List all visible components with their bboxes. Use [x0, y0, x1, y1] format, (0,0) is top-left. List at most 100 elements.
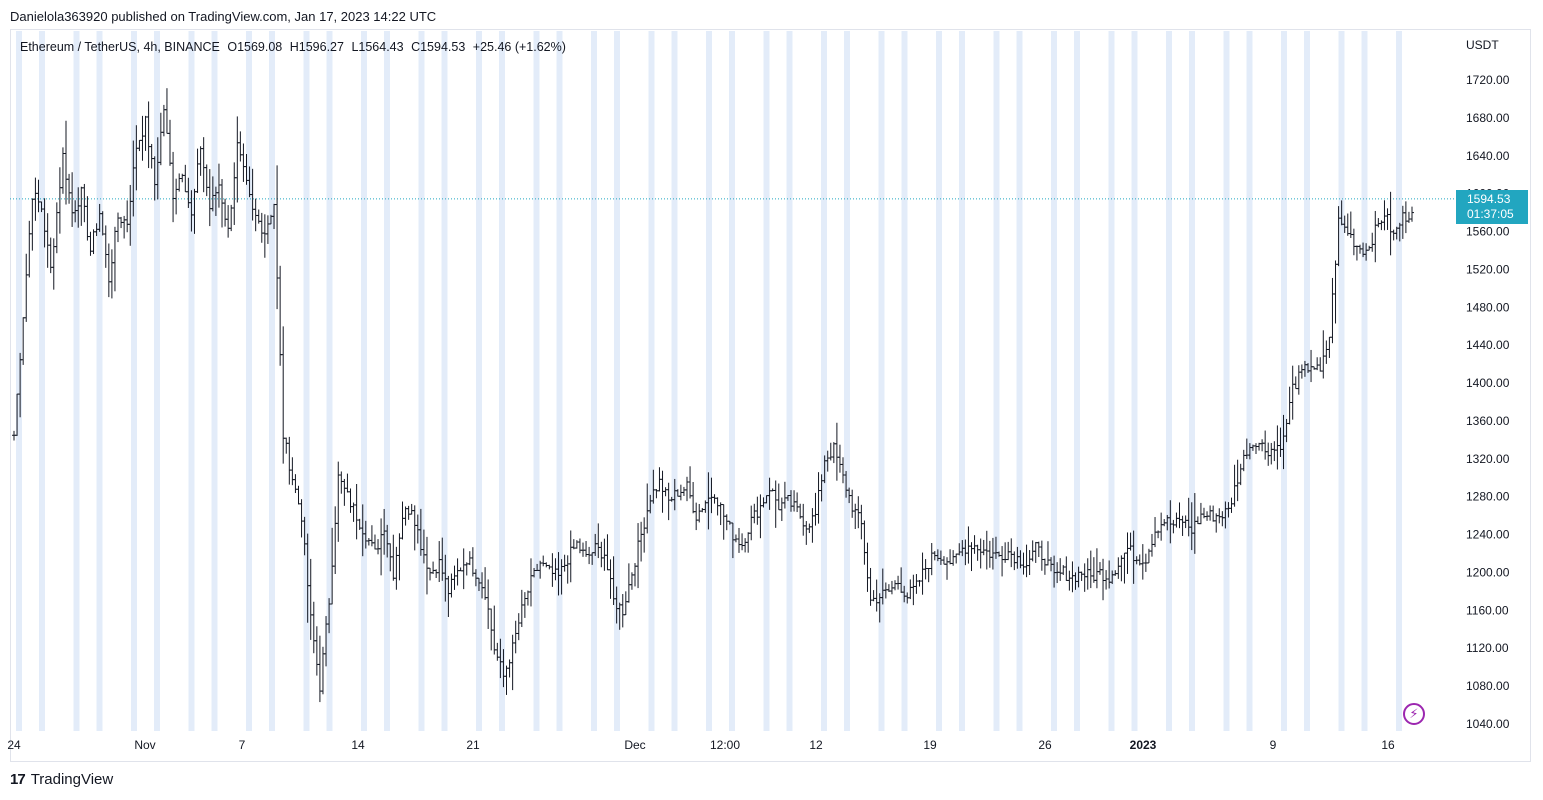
ohlc-bar — [109, 249, 114, 299]
ohlc-bar — [1217, 508, 1222, 524]
ohlc-bar — [431, 561, 436, 574]
ohlc-bar — [1082, 563, 1087, 592]
ohlc-bar — [951, 550, 956, 566]
ohlc-bar — [871, 590, 876, 602]
price-tick-label: 1400.00 — [1466, 376, 1510, 390]
ohlc-bar — [24, 253, 29, 322]
ohlc-bar — [681, 486, 686, 496]
ohlc-bar — [470, 547, 475, 577]
ohlc-bar — [1253, 443, 1258, 455]
session-band — [786, 31, 793, 731]
ohlc-bar — [1033, 541, 1038, 563]
ohlc-bar — [752, 503, 757, 524]
ohlc-bar — [1376, 218, 1381, 228]
time-tick-label: Nov — [134, 738, 155, 752]
ohlc-bar — [1269, 442, 1274, 465]
ohlc-bar — [911, 574, 916, 606]
ohlc-bar — [779, 497, 784, 522]
price-tick-label: 1680.00 — [1466, 111, 1510, 125]
ohlc-bar — [697, 503, 702, 523]
ohlc-bar — [663, 487, 668, 497]
ohlc-bar — [204, 164, 209, 197]
session-band — [418, 31, 425, 731]
ohlc-bar — [969, 542, 974, 572]
ohlc-bar — [544, 562, 549, 568]
ohlc-bar — [112, 226, 117, 292]
ohlc-bar — [207, 169, 212, 227]
ohlc-bar — [461, 548, 466, 590]
session-band — [763, 31, 770, 731]
ohlc-bar — [1345, 213, 1350, 236]
ohlc-bar — [339, 471, 344, 494]
ohlc-bar — [834, 422, 839, 481]
ohlc-bar — [1085, 558, 1090, 590]
ohlc-bar — [85, 196, 90, 241]
ohlc-bar — [605, 534, 610, 571]
currency-label[interactable]: USDT — [1466, 38, 1499, 52]
ohlc-bar — [366, 537, 371, 546]
ohlc-bar — [550, 553, 555, 587]
ohlc-bar — [1351, 228, 1356, 256]
ohlc-bar — [1354, 245, 1359, 261]
ohlc-bar — [164, 88, 169, 134]
ohlc-bar — [801, 503, 806, 536]
ohlc-bar — [639, 521, 644, 562]
ohlc-bar — [1388, 191, 1393, 256]
ohlc-bar — [522, 592, 527, 618]
ohlc-bar — [1183, 515, 1188, 529]
ohlc-bar — [981, 539, 986, 556]
price-tick-label: 1480.00 — [1466, 300, 1510, 314]
ohlc-bar — [354, 483, 359, 540]
legend-open: O1569.08 — [227, 40, 283, 54]
ohlc-bar — [810, 508, 815, 543]
ohlc-bar — [397, 533, 402, 581]
ohlc-bar — [149, 143, 154, 169]
ohlc-bar — [1406, 211, 1411, 223]
ohlc-bar — [1116, 557, 1121, 579]
ohlc-bar — [64, 120, 69, 205]
ohlc-bar — [1104, 570, 1109, 590]
ohlc-bar — [1370, 232, 1375, 252]
time-tick-label: 12:00 — [710, 738, 740, 752]
ohlc-bar — [1042, 558, 1047, 575]
lightning-icon[interactable]: ⚡ — [1403, 703, 1425, 725]
ohlc-bar — [853, 503, 858, 529]
ohlc-bar — [88, 231, 93, 256]
ohlc-bar — [978, 538, 983, 569]
ohlc-bar — [773, 480, 778, 528]
ohlc-bar — [106, 243, 111, 298]
ohlc-bar — [391, 534, 396, 581]
legend-close: C1594.53 — [411, 40, 466, 54]
ohlc-bar — [945, 557, 950, 580]
ohlc-bar — [311, 601, 316, 654]
ohlc-bar — [804, 521, 809, 545]
ohlc-bar — [1198, 502, 1203, 525]
ohlc-bar — [116, 212, 121, 243]
session-band — [384, 31, 390, 731]
ohlc-bar — [862, 520, 867, 565]
ohlc-bar — [795, 492, 800, 513]
time-tick-label: 21 — [466, 738, 480, 752]
ohlc-bar — [333, 506, 338, 575]
ohlc-bar — [336, 461, 341, 542]
ohlc-bar — [486, 579, 491, 629]
ohlc-bar — [718, 502, 723, 526]
time-axis-ticks: 24 Nov 7 14 21 Dec 12:00 12 19 26 2023 9 16 — [7, 738, 1395, 752]
price-tick-label: 1360.00 — [1466, 414, 1510, 428]
ohlc-bar — [299, 499, 304, 538]
price-tick-label: 1160.00 — [1466, 603, 1509, 617]
ohlc-bar — [568, 530, 573, 583]
ohlc-bar — [1315, 357, 1320, 371]
price-tick-label: 1320.00 — [1466, 452, 1510, 466]
ohlc-bar — [449, 573, 454, 598]
ohlc-bar — [1403, 201, 1408, 234]
ohlc-bar — [684, 476, 689, 502]
ohlc-bar — [79, 186, 84, 226]
session-band — [188, 31, 195, 731]
ohlc-bar — [1024, 544, 1029, 578]
session-band — [591, 31, 597, 731]
session-band — [1361, 31, 1368, 731]
ohlc-bar — [1064, 556, 1069, 581]
ohlc-bar — [30, 198, 35, 251]
